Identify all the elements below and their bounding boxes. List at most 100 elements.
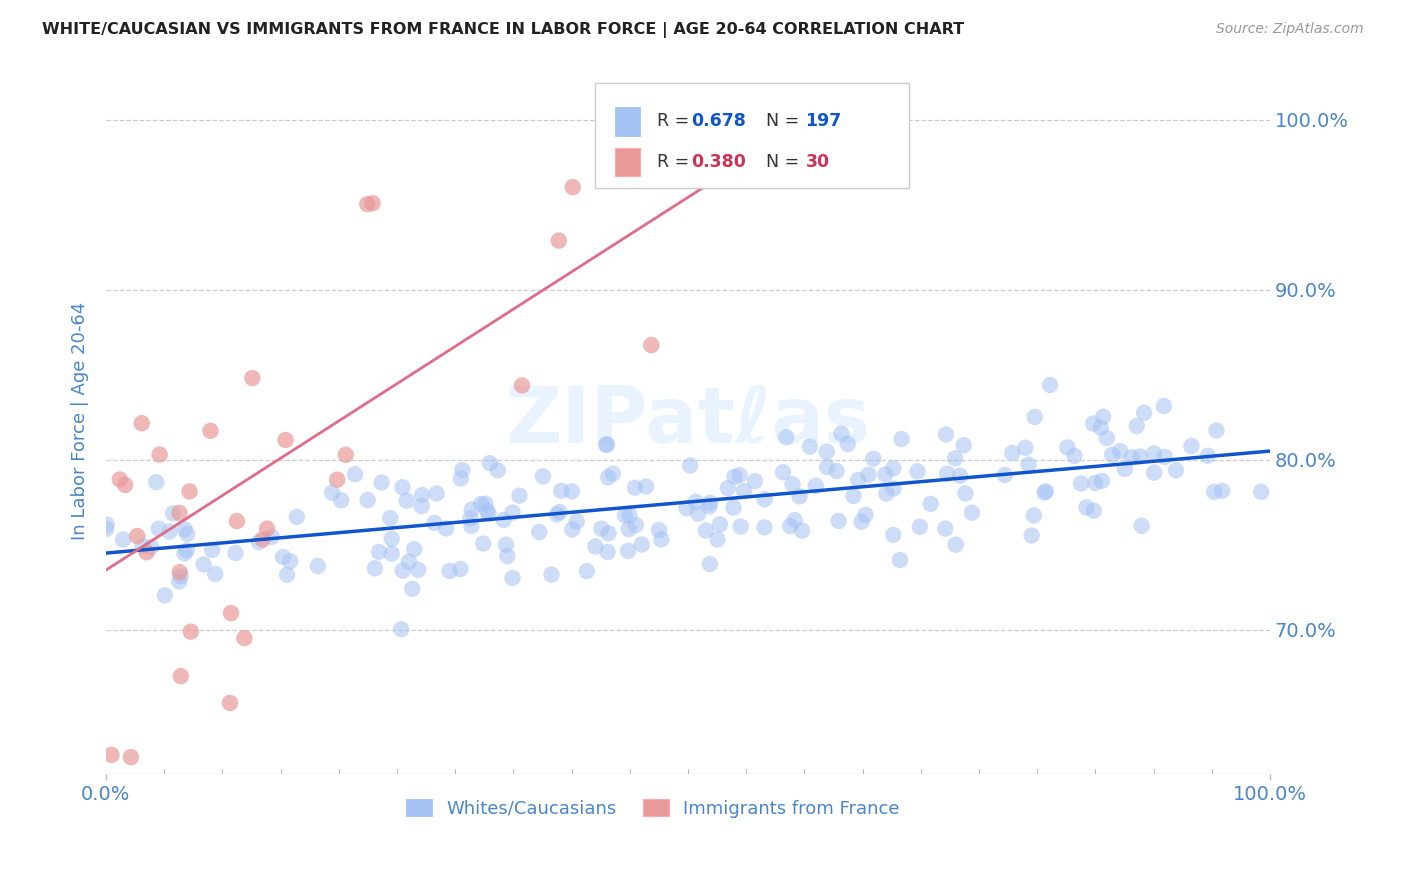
Point <box>1130 518 1153 533</box>
Point <box>478 456 501 470</box>
Point <box>1083 417 1105 431</box>
Point <box>935 427 957 442</box>
Point <box>1205 424 1227 438</box>
Point <box>1211 483 1233 498</box>
Point <box>754 492 776 507</box>
Point <box>285 509 308 524</box>
Point <box>685 495 707 509</box>
Point <box>508 489 530 503</box>
Point <box>723 500 745 515</box>
FancyBboxPatch shape <box>595 83 910 188</box>
Point <box>398 555 420 569</box>
Point <box>1114 462 1136 476</box>
Point <box>276 567 298 582</box>
Point <box>180 624 202 639</box>
Point <box>1039 378 1062 392</box>
Point <box>825 464 848 478</box>
Point <box>799 440 821 454</box>
Point <box>274 433 297 447</box>
Point <box>1035 484 1057 499</box>
Point <box>439 564 461 578</box>
Point <box>815 444 838 458</box>
Point <box>679 458 702 473</box>
Point <box>617 544 640 558</box>
Point <box>426 486 449 500</box>
Point <box>955 486 977 500</box>
Point <box>630 537 652 551</box>
Point <box>699 557 721 571</box>
Point <box>675 501 697 516</box>
Point <box>772 465 794 479</box>
Point <box>583 540 606 554</box>
Point <box>201 543 224 558</box>
Point <box>1070 476 1092 491</box>
Point <box>934 522 956 536</box>
Point <box>502 506 524 520</box>
Point <box>501 571 523 585</box>
Point <box>451 463 474 477</box>
Point <box>278 554 301 568</box>
Point <box>723 470 745 484</box>
Point <box>381 547 404 561</box>
Point <box>952 438 974 452</box>
Point <box>624 481 647 495</box>
Point <box>159 524 181 539</box>
Point <box>728 468 751 483</box>
Point <box>225 546 247 560</box>
Text: ZIPatℓas: ZIPatℓas <box>505 384 870 459</box>
Point <box>495 538 517 552</box>
Text: N =: N = <box>755 153 806 170</box>
Point <box>648 523 671 537</box>
Text: N =: N = <box>755 112 806 130</box>
Point <box>1084 475 1107 490</box>
Point <box>486 463 509 477</box>
Point <box>624 518 647 533</box>
Text: 0.678: 0.678 <box>692 112 747 130</box>
Point <box>1095 431 1118 445</box>
Point <box>754 520 776 534</box>
Point <box>131 539 153 553</box>
Point <box>561 484 583 499</box>
Point <box>596 545 619 559</box>
Point <box>842 489 865 503</box>
Point <box>450 471 472 485</box>
Point <box>596 437 619 451</box>
Point <box>640 338 662 352</box>
Point <box>889 553 911 567</box>
Point <box>908 520 931 534</box>
Point <box>1204 484 1226 499</box>
Point <box>561 523 583 537</box>
Point <box>94 522 117 536</box>
Point <box>233 631 256 645</box>
Point <box>1143 466 1166 480</box>
Point <box>1133 406 1156 420</box>
Point <box>858 467 880 482</box>
Point <box>247 535 270 549</box>
Point <box>401 582 423 596</box>
Text: R =: R = <box>657 112 695 130</box>
Point <box>148 522 170 536</box>
Point <box>411 488 433 502</box>
Point <box>380 511 402 525</box>
Point <box>357 493 380 508</box>
Point <box>411 499 433 513</box>
Point <box>474 497 496 511</box>
Point <box>470 497 492 511</box>
Point <box>730 519 752 533</box>
Point <box>1121 450 1143 465</box>
Point <box>114 478 136 492</box>
Point <box>617 522 640 536</box>
Point <box>127 529 149 543</box>
Point <box>1001 446 1024 460</box>
Point <box>779 519 801 533</box>
Point <box>575 564 598 578</box>
Point <box>149 448 172 462</box>
Point <box>112 533 135 547</box>
Point <box>1024 409 1046 424</box>
FancyBboxPatch shape <box>614 147 640 176</box>
Point <box>449 562 471 576</box>
Point <box>193 558 215 572</box>
Point <box>404 542 426 557</box>
Point <box>830 426 852 441</box>
Point <box>1056 441 1078 455</box>
